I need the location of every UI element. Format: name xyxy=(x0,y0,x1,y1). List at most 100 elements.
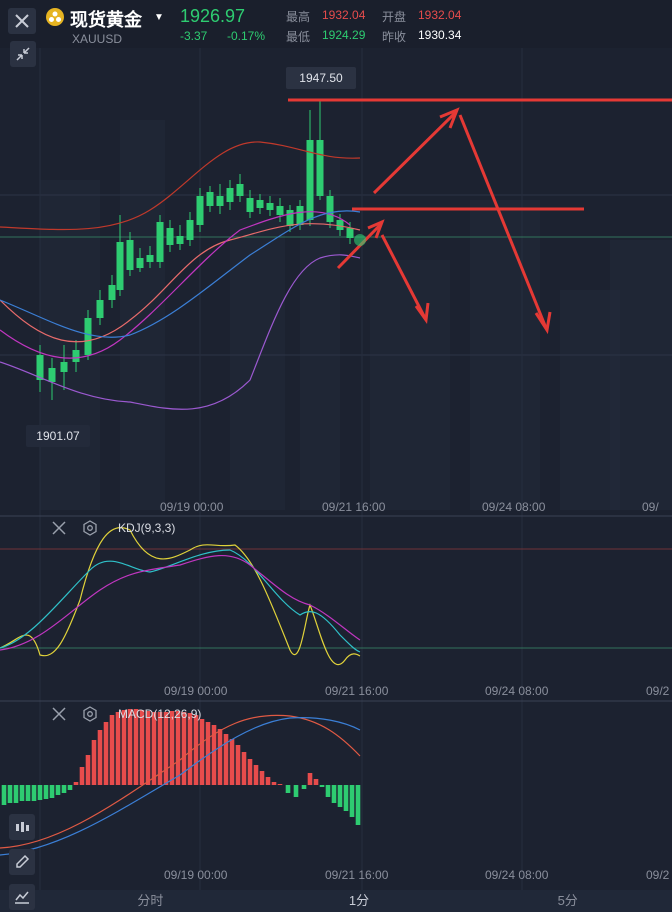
tab-timeshare[interactable]: 分时 xyxy=(137,893,164,908)
arrow-up-head xyxy=(367,219,385,239)
candle-body xyxy=(60,362,68,372)
macd-histogram-bar xyxy=(277,784,283,785)
settings-icon[interactable] xyxy=(82,520,98,536)
candle-body xyxy=(306,140,314,220)
macd-histogram-bar xyxy=(293,785,299,797)
last-price: 1926.97 xyxy=(180,6,246,26)
drawing-toolbar xyxy=(0,810,46,912)
macd-histogram-bar xyxy=(103,722,109,785)
candle-body xyxy=(48,368,56,382)
collapse-button[interactable] xyxy=(10,41,36,67)
x-tick: 09/19 00:00 xyxy=(160,500,224,514)
arrow-down-shaft xyxy=(380,234,427,319)
candle-body xyxy=(316,140,324,196)
candle-body xyxy=(84,318,92,355)
candle-body xyxy=(266,203,274,210)
macd-histogram-bar xyxy=(133,709,139,785)
macd-histogram-bar xyxy=(217,729,223,785)
settings-icon[interactable] xyxy=(82,706,98,722)
arrow-up-head xyxy=(439,107,460,129)
macd-histogram-bar xyxy=(121,710,127,785)
candle-body xyxy=(176,236,184,244)
macd-histogram-bar xyxy=(319,785,325,787)
macd-histogram-bar xyxy=(223,734,229,785)
candle-body xyxy=(116,242,124,290)
background-building xyxy=(300,150,340,510)
high-value: 1932.04 xyxy=(322,8,366,22)
x-tick: 09/ xyxy=(642,500,659,514)
arrow-up-shaft xyxy=(336,222,383,270)
background-building xyxy=(370,260,450,510)
tab-5min[interactable]: 5分 xyxy=(557,893,578,908)
collapse-icon xyxy=(16,47,30,61)
macd-histogram-bar xyxy=(349,785,355,817)
candle-body xyxy=(166,228,174,245)
kdj-d-line xyxy=(0,554,361,651)
x-tick: 09/24 08:00 xyxy=(485,868,549,882)
macd-histogram-bar xyxy=(19,785,25,801)
pencil-icon xyxy=(16,854,30,868)
tab-1min[interactable]: 1分 xyxy=(348,893,370,908)
quote-header: 现货黄金 ▼ XAUUSD 1926.97 -3.37 -0.17% 最高 19… xyxy=(0,0,672,48)
macd-histogram-bar xyxy=(151,712,157,785)
x-tick: 09/21 16:00 xyxy=(325,868,389,882)
kdj-label: KDJ(9,3,3) xyxy=(118,521,176,535)
macd-histogram-bar xyxy=(73,782,79,785)
candle-body xyxy=(186,220,194,240)
low-label: 最低 xyxy=(286,30,311,44)
candle-body xyxy=(286,210,294,226)
draw-line-button[interactable] xyxy=(9,849,35,875)
x-tick: 09/21 16:00 xyxy=(325,684,389,698)
macd-histogram-bar xyxy=(97,730,103,785)
indicator-button[interactable] xyxy=(9,884,35,910)
macd-histogram-bar xyxy=(301,785,307,789)
candle-body xyxy=(276,206,284,215)
kdj-j-line xyxy=(0,526,361,666)
candle-body xyxy=(296,206,304,225)
x-tick: 09/21 16:00 xyxy=(322,500,386,514)
instrument-name[interactable]: 现货黄金 xyxy=(70,10,142,30)
macd-histogram-bar xyxy=(193,715,199,785)
close-button[interactable] xyxy=(8,8,36,34)
x-tick: 09/2 xyxy=(646,868,670,882)
candle-body xyxy=(226,188,234,202)
close-icon xyxy=(15,14,29,28)
candle-body xyxy=(108,285,116,300)
chevron-down-icon[interactable]: ▼ xyxy=(154,12,164,23)
macd-histogram-bar xyxy=(313,779,319,785)
macd-histogram-bar xyxy=(79,767,85,785)
candle-body xyxy=(72,350,80,362)
close-kdj-icon[interactable] xyxy=(52,521,68,537)
macd-histogram-bar xyxy=(43,785,49,799)
candle-body xyxy=(256,200,264,208)
macd-histogram-bar xyxy=(241,752,247,785)
macd-histogram-bar xyxy=(259,771,265,785)
macd-histogram-bar xyxy=(25,785,31,801)
candle-body xyxy=(146,255,154,262)
close-macd-icon[interactable] xyxy=(52,707,68,723)
macd-histogram-bar xyxy=(163,712,169,785)
candle-body xyxy=(206,192,214,206)
background-building xyxy=(610,240,672,510)
instrument-symbol: XAUUSD xyxy=(72,32,123,46)
macd-histogram-bar xyxy=(355,785,361,825)
background-building xyxy=(230,220,285,510)
line-chart-icon xyxy=(15,891,29,904)
candle-type-button[interactable] xyxy=(9,814,35,840)
macd-histogram-bar xyxy=(127,709,133,785)
macd-dif-line xyxy=(0,714,361,849)
macd-histogram-bar xyxy=(1,785,7,805)
ma-line xyxy=(0,211,351,359)
x-tick: 09/24 08:00 xyxy=(485,684,549,698)
max-price-label: 1947.50 xyxy=(286,67,356,89)
candle-body xyxy=(36,355,44,380)
macd-histogram-bar xyxy=(235,745,241,785)
low-value: 1924.29 xyxy=(322,28,366,42)
arrow-up-shaft xyxy=(372,111,457,195)
candle-body xyxy=(246,198,254,212)
macd-histogram-bar xyxy=(145,711,151,785)
x-tick: 09/19 00:00 xyxy=(164,684,228,698)
macd-histogram-bar xyxy=(199,719,205,785)
prev-close-value: 1930.34 xyxy=(418,28,462,42)
